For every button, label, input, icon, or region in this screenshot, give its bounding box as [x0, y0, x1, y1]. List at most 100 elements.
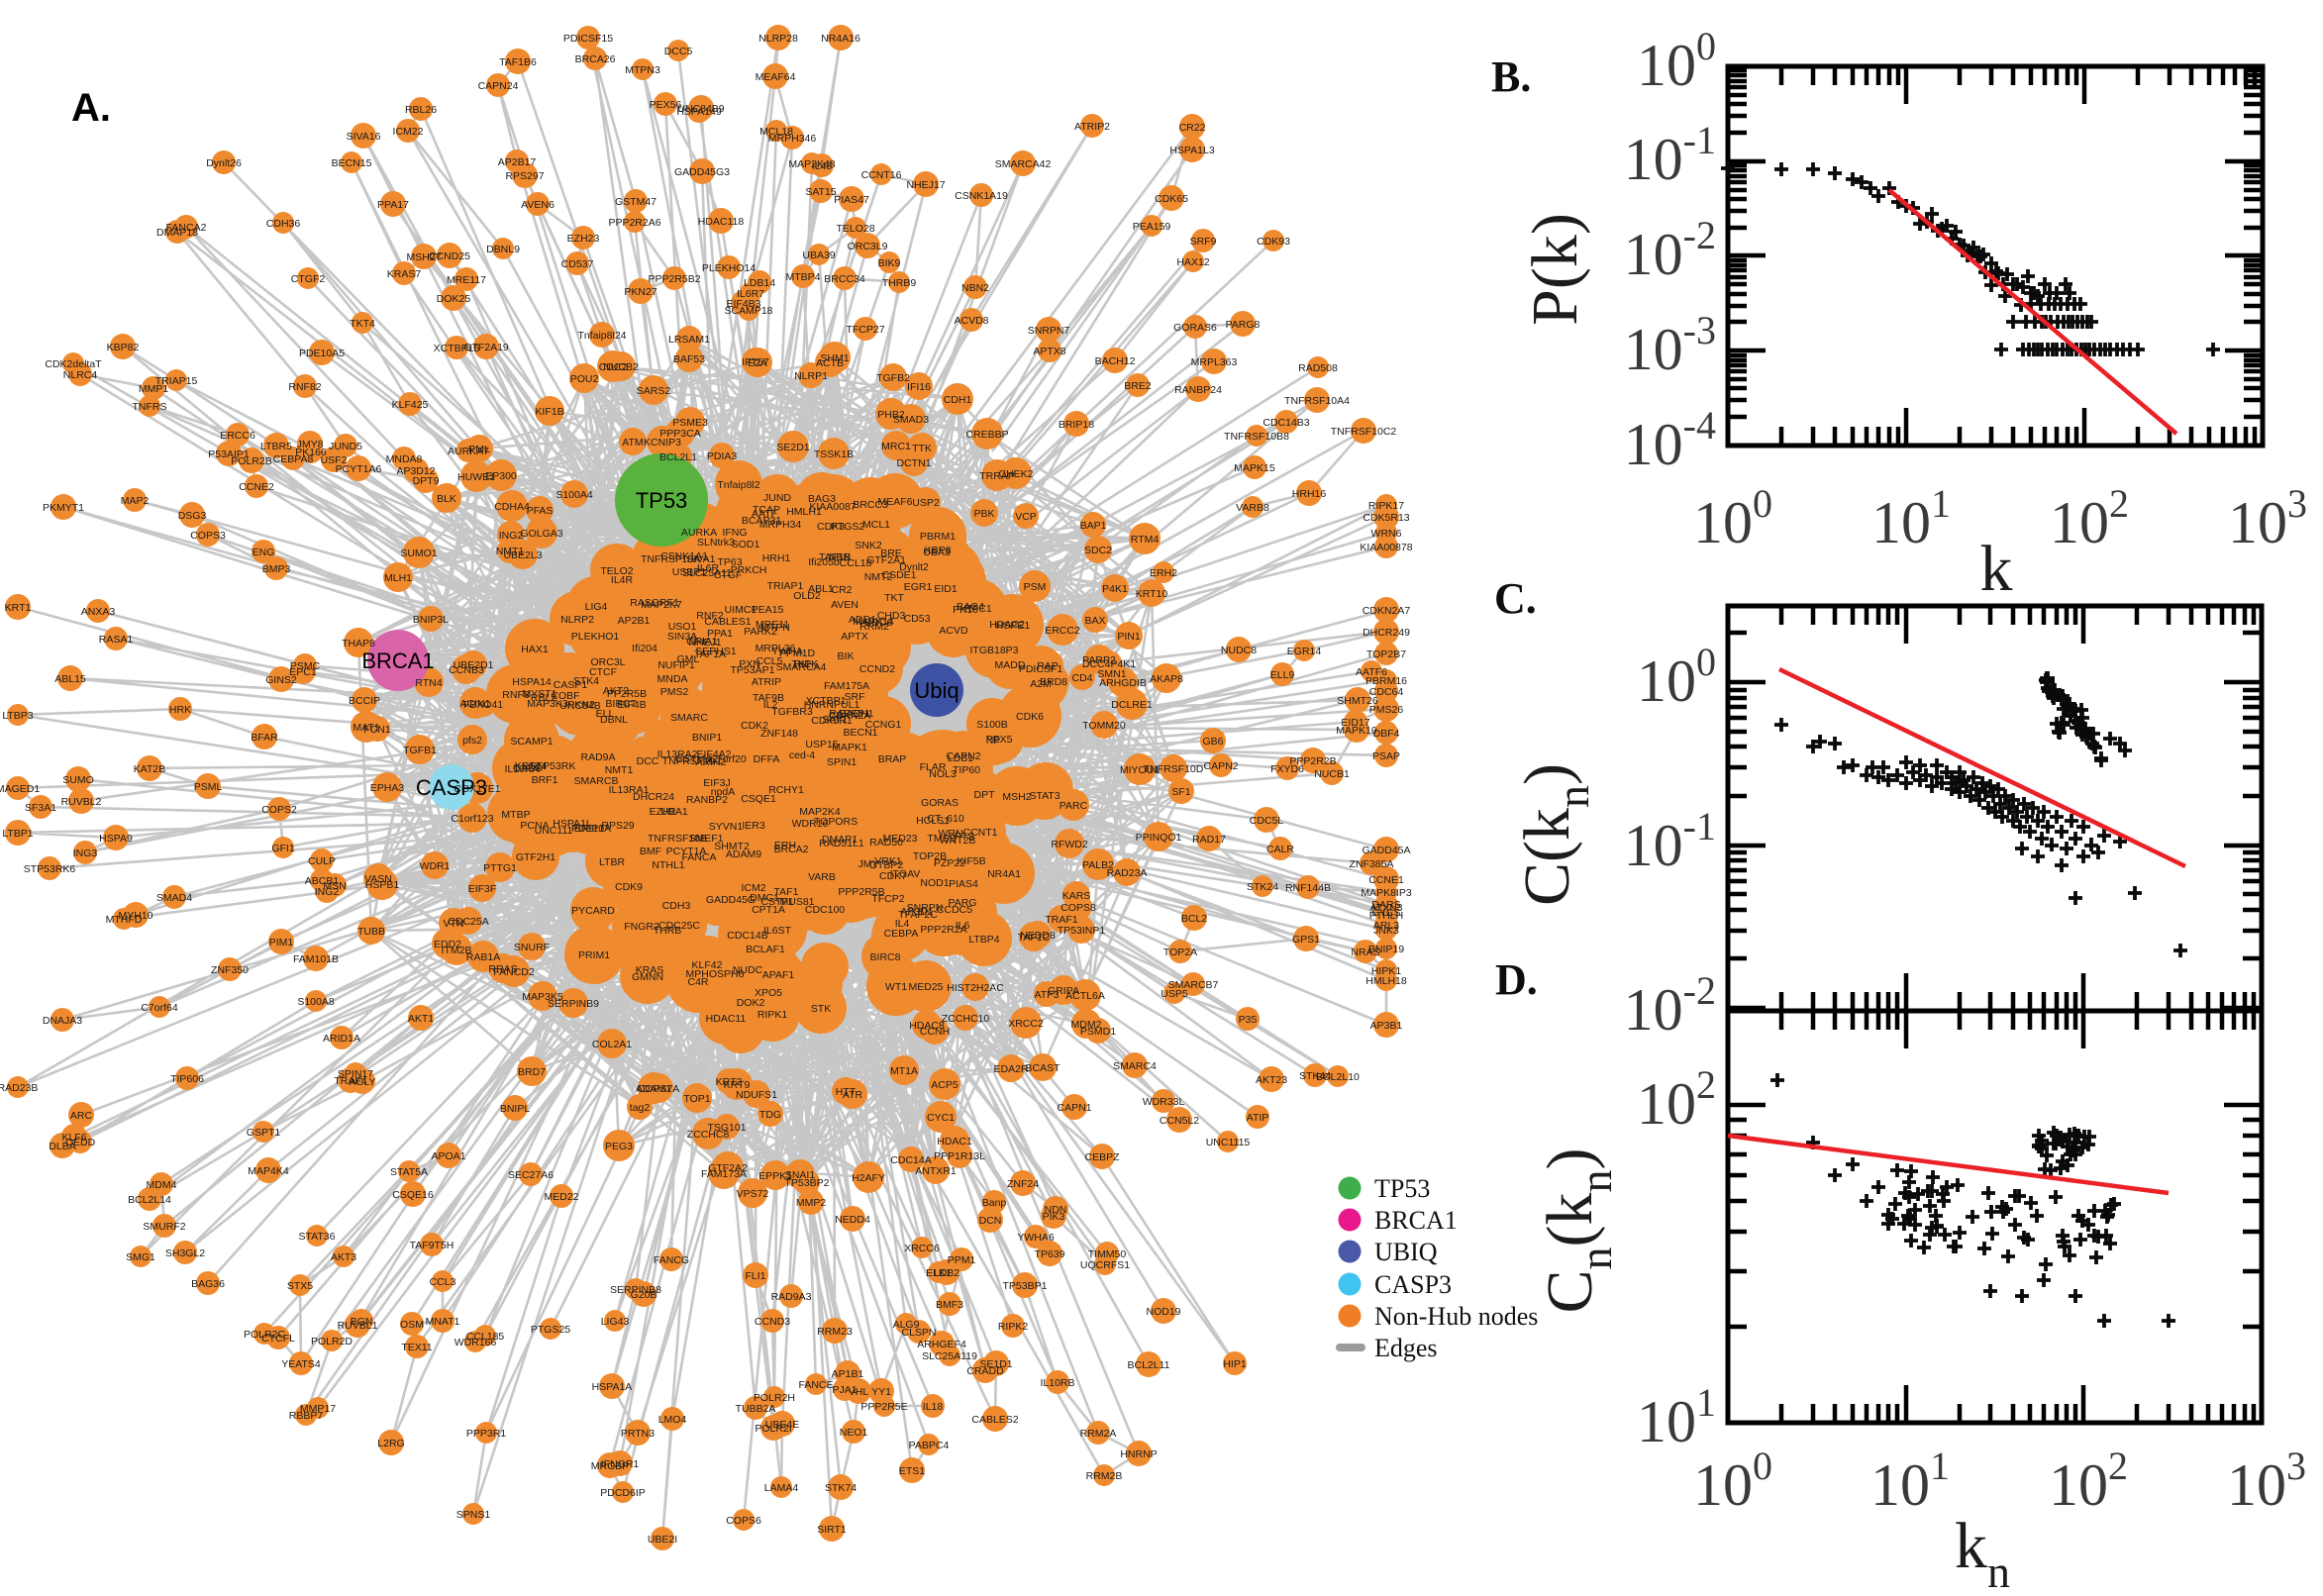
svg-text:MRC1: MRC1 [881, 441, 911, 452]
svg-text:EGR14: EGR14 [1287, 646, 1322, 657]
svg-text:CCL185: CCL185 [466, 1331, 505, 1343]
svg-text:CTGF: CTGF [714, 569, 743, 581]
svg-text:SNK2: SNK2 [855, 540, 882, 551]
svg-text:DHCR249: DHCR249 [1363, 627, 1410, 639]
svg-text:MAPK10: MAPK10 [1336, 725, 1377, 737]
svg-text:CASP3: CASP3 [416, 775, 487, 800]
svg-text:EGR1: EGR1 [904, 581, 933, 593]
svg-text:MRE11: MRE11 [756, 619, 789, 631]
svg-text:VRK1: VRK1 [874, 855, 902, 867]
svg-text:LTBP1: LTBP1 [2, 828, 33, 840]
svg-text:IL10RB: IL10RB [1040, 1377, 1074, 1389]
svg-text:KIAA0087: KIAA0087 [809, 501, 856, 513]
svg-text:TK1: TK1 [791, 658, 810, 670]
svg-text:EPC1: EPC1 [289, 666, 317, 678]
svg-text:NBN2: NBN2 [961, 282, 989, 294]
svg-text:SMARCA4: SMARCA4 [776, 661, 827, 673]
svg-text:TUBB: TUBB [357, 926, 385, 938]
svg-text:TNFRS: TNFRS [133, 401, 167, 413]
svg-text:IL10RA: IL10RA [504, 763, 539, 775]
svg-text:EIF4B3: EIF4B3 [726, 298, 760, 310]
svg-text:CREBBP: CREBBP [965, 429, 1008, 441]
svg-text:WDR166: WDR166 [454, 1337, 497, 1348]
svg-text:PEA15: PEA15 [752, 604, 784, 616]
svg-text:TEX11: TEX11 [401, 1342, 432, 1353]
svg-text:BAG3: BAG3 [808, 493, 836, 505]
svg-text:PPA17: PPA17 [377, 199, 409, 211]
svg-text:DSG3: DSG3 [178, 510, 207, 522]
svg-text:ERH2: ERH2 [1150, 567, 1177, 579]
svg-text:PZP22: PZP22 [934, 857, 965, 869]
svg-text:KIAA00878: KIAA00878 [1360, 542, 1412, 553]
svg-text:MAPK14: MAPK14 [853, 616, 894, 628]
svg-text:A.: A. [71, 86, 111, 130]
svg-text:CAPN1: CAPN1 [1057, 1102, 1091, 1114]
svg-text:PSME3: PSME3 [672, 417, 708, 429]
svg-text:IL13RA1: IL13RA1 [609, 784, 650, 796]
svg-text:SMURF2: SMURF2 [143, 1221, 185, 1233]
svg-text:PARP2: PARP2 [1082, 654, 1116, 666]
svg-text:TAF1C: TAF1C [1018, 932, 1051, 944]
svg-text:MSH27: MSH27 [406, 251, 441, 263]
svg-text:DPT: DPT [974, 789, 996, 801]
svg-text:MRPL363: MRPL363 [1191, 356, 1238, 368]
svg-text:VHL: VHL [849, 1386, 869, 1398]
svg-text:VARB: VARB [808, 871, 836, 883]
svg-text:LMO4: LMO4 [658, 1414, 687, 1426]
svg-text:JUND: JUND [763, 492, 791, 504]
svg-text:GSPT1: GSPT1 [247, 1127, 281, 1139]
svg-text:CYCS: CYCS [1371, 907, 1400, 919]
svg-text:BMP3: BMP3 [262, 563, 291, 575]
svg-text:G20B: G20B [631, 1289, 657, 1301]
svg-text:npdA: npdA [711, 786, 736, 798]
svg-text:BAP1: BAP1 [1080, 520, 1107, 532]
svg-text:OSM: OSM [400, 1319, 424, 1331]
svg-text:BCL2L10: BCL2L10 [1316, 1071, 1360, 1083]
svg-text:MCL18: MCL18 [759, 126, 793, 138]
svg-text:NUDC: NUDC [733, 964, 763, 976]
svg-text:RAD50: RAD50 [869, 837, 903, 848]
svg-text:DLBA: DLBA [49, 1141, 75, 1152]
svg-text:SNRPN: SNRPN [907, 902, 944, 914]
svg-text:GORAS6: GORAS6 [1173, 322, 1217, 334]
svg-text:AURKA: AURKA [681, 527, 717, 539]
svg-text:EDA2R: EDA2R [993, 1063, 1028, 1075]
svg-text:KRT14: KRT14 [515, 760, 548, 772]
svg-text:RABEP1: RABEP1 [829, 708, 870, 720]
svg-text:CDC100: CDC100 [805, 904, 845, 916]
svg-text:Banp: Banp [982, 1197, 1007, 1209]
svg-text:BCL2L14: BCL2L14 [128, 1194, 171, 1206]
svg-text:TGFB2: TGFB2 [876, 372, 910, 384]
svg-text:CDHA4: CDHA4 [494, 501, 530, 513]
svg-text:DARS: DARS [1371, 899, 1400, 911]
svg-text:CRADD: CRADD [966, 1365, 1004, 1377]
svg-text:COPS3: COPS3 [190, 530, 226, 542]
svg-text:MED23: MED23 [882, 833, 917, 845]
svg-text:BLK: BLK [437, 493, 456, 505]
svg-text:TFCP27: TFCP27 [846, 324, 884, 336]
svg-text:CSTF1: CSTF1 [760, 896, 793, 908]
svg-text:SAT15: SAT15 [805, 186, 836, 198]
svg-text:ZNF350: ZNF350 [211, 964, 249, 976]
svg-text:SPIN1: SPIN1 [827, 756, 858, 768]
svg-text:CAPN2: CAPN2 [946, 750, 980, 762]
svg-text:P53AIP1: P53AIP1 [208, 449, 250, 460]
svg-text:ZNF24: ZNF24 [1007, 1178, 1039, 1190]
svg-text:MAGED1: MAGED1 [0, 783, 40, 795]
svg-text:BIRC8: BIRC8 [870, 951, 901, 963]
svg-text:NUCB2: NUCB2 [603, 361, 639, 373]
svg-text:SIVA1: SIVA1 [687, 553, 716, 565]
svg-text:ced-4: ced-4 [789, 749, 815, 761]
svg-text:TCAP: TCAP [753, 504, 780, 516]
svg-text:BRCA1: BRCA1 [361, 648, 434, 673]
svg-text:TP63: TP63 [717, 556, 742, 568]
svg-text:VARB8: VARB8 [1236, 502, 1269, 514]
svg-text:CASP3: CASP3 [1374, 1270, 1452, 1299]
svg-text:UIMC1: UIMC1 [725, 604, 758, 616]
svg-text:RPS29: RPS29 [601, 820, 634, 832]
svg-text:CSNK1A19: CSNK1A19 [955, 190, 1008, 202]
svg-text:HRH16: HRH16 [1292, 488, 1327, 500]
svg-text:HDAC11: HDAC11 [706, 1013, 747, 1025]
svg-text:APTX: APTX [841, 631, 867, 643]
svg-text:SLC25A119: SLC25A119 [922, 1350, 977, 1362]
